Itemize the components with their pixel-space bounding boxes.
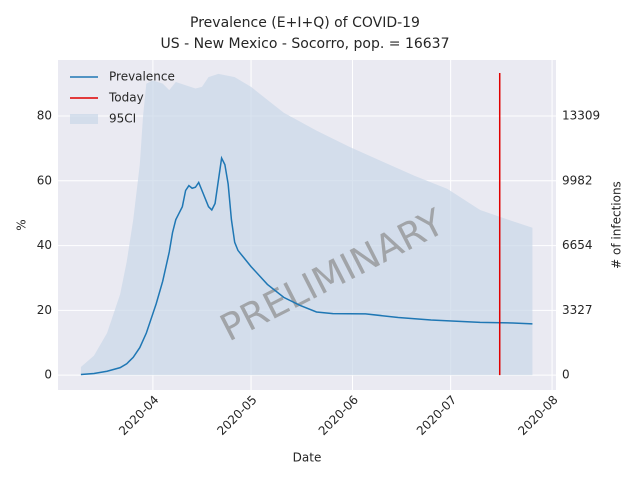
x-axis-label: Date [293,451,322,465]
legend-swatch [70,114,98,124]
y2-tick-label: 0 [562,368,570,382]
y-tick-label: 0 [44,368,52,382]
x-tick-label: 2020-06 [316,393,361,438]
y2-tick-label: 9982 [562,173,593,187]
chart-subtitle: US - New Mexico - Socorro, pop. = 16637 [160,36,449,52]
y2-tick-label: 13309 [562,109,600,123]
y-tick-label: 20 [37,303,52,317]
chart-title: Prevalence (E+I+Q) of COVID-19 [190,15,420,31]
legend-label: Prevalence [109,70,175,84]
x-tick-label: 2020-05 [214,393,259,438]
y-axis-label: % [15,219,29,230]
y2-tick-label: 6654 [562,238,593,252]
y2-axis-label: # of infections [610,181,624,269]
series-line [80,155,533,376]
x-tick-label: 2020-08 [515,393,560,438]
legend-label: Today [108,91,144,105]
confidence-band [80,73,533,376]
y-tick-label: 40 [37,238,52,252]
y2-tick-label: 3327 [562,303,593,317]
y-tick-label: 60 [37,173,52,187]
y-tick-label: 80 [37,109,52,123]
x-tick-label: 2020-07 [414,393,459,438]
x-tick-label: 2020-04 [116,393,161,438]
legend-label: 95CI [109,112,136,126]
